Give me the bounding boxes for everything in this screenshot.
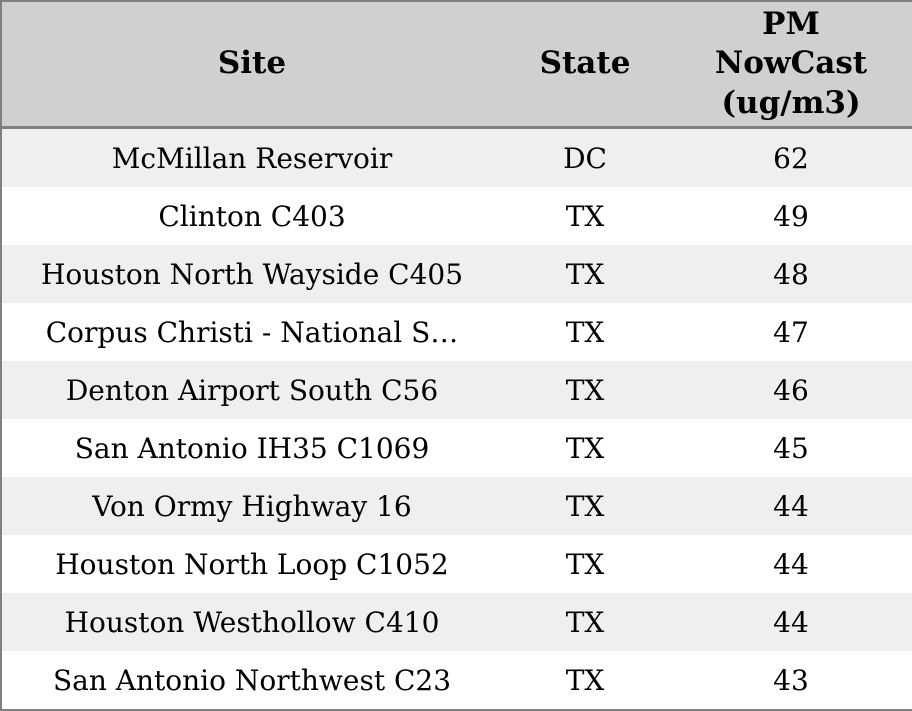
pm-nowcast-cell: 62 [668, 129, 912, 187]
table-row: Clinton C403 TX 49 [2, 187, 912, 245]
state-cell: TX [502, 477, 668, 535]
pm-nowcast-cell: 48 [668, 245, 912, 303]
site-cell: Houston Westhollow C410 [2, 593, 502, 651]
pm-nowcast-cell: 44 [668, 535, 912, 593]
pm-nowcast-cell: 44 [668, 477, 912, 535]
column-header-site: Site [2, 2, 502, 129]
state-cell: TX [502, 593, 668, 651]
table-row: Corpus Christi - National S… TX 47 [2, 303, 912, 361]
table-row: Houston North Wayside C405 TX 48 [2, 245, 912, 303]
pm-nowcast-cell: 47 [668, 303, 912, 361]
header-row: Site State PM NowCast (ug/m3) [2, 2, 912, 129]
table-row: Houston North Loop C1052 TX 44 [2, 535, 912, 593]
table-body: McMillan Reservoir DC 62 Clinton C403 TX 49 Ho… [2, 129, 912, 709]
pm-nowcast-cell: 46 [668, 361, 912, 419]
state-cell: TX [502, 651, 668, 709]
state-cell: TX [502, 187, 668, 245]
site-cell: Denton Airport South C56 [2, 361, 502, 419]
pm-nowcast-cell: 45 [668, 419, 912, 477]
state-cell: TX [502, 303, 668, 361]
state-cell: TX [502, 535, 668, 593]
table-row: Denton Airport South C56 TX 46 [2, 361, 912, 419]
site-cell: San Antonio IH35 C1069 [2, 419, 502, 477]
table-row: McMillan Reservoir DC 62 [2, 129, 912, 187]
site-cell: Clinton C403 [2, 187, 502, 245]
site-cell: Corpus Christi - National S… [2, 303, 502, 361]
site-cell: Houston North Wayside C405 [2, 245, 502, 303]
pm-nowcast-cell: 49 [668, 187, 912, 245]
site-cell: San Antonio Northwest C23 [2, 651, 502, 709]
column-header-pm-nowcast: PM NowCast (ug/m3) [668, 2, 912, 129]
state-cell: TX [502, 361, 668, 419]
pm-nowcast-cell: 43 [668, 651, 912, 709]
column-header-state: State [502, 2, 668, 129]
table-row: Houston Westhollow C410 TX 44 [2, 593, 912, 651]
state-cell: TX [502, 245, 668, 303]
table-row: Von Ormy Highway 16 TX 44 [2, 477, 912, 535]
state-cell: DC [502, 129, 668, 187]
column-header-pm-nowcast-label: PM NowCast (ug/m3) [714, 6, 868, 121]
site-cell: Houston North Loop C1052 [2, 535, 502, 593]
site-cell: McMillan Reservoir [2, 129, 502, 187]
pm-nowcast-cell: 44 [668, 593, 912, 651]
table-row: San Antonio Northwest C23 TX 43 [2, 651, 912, 709]
table-row: San Antonio IH35 C1069 TX 45 [2, 419, 912, 477]
state-cell: TX [502, 419, 668, 477]
site-cell: Von Ormy Highway 16 [2, 477, 502, 535]
